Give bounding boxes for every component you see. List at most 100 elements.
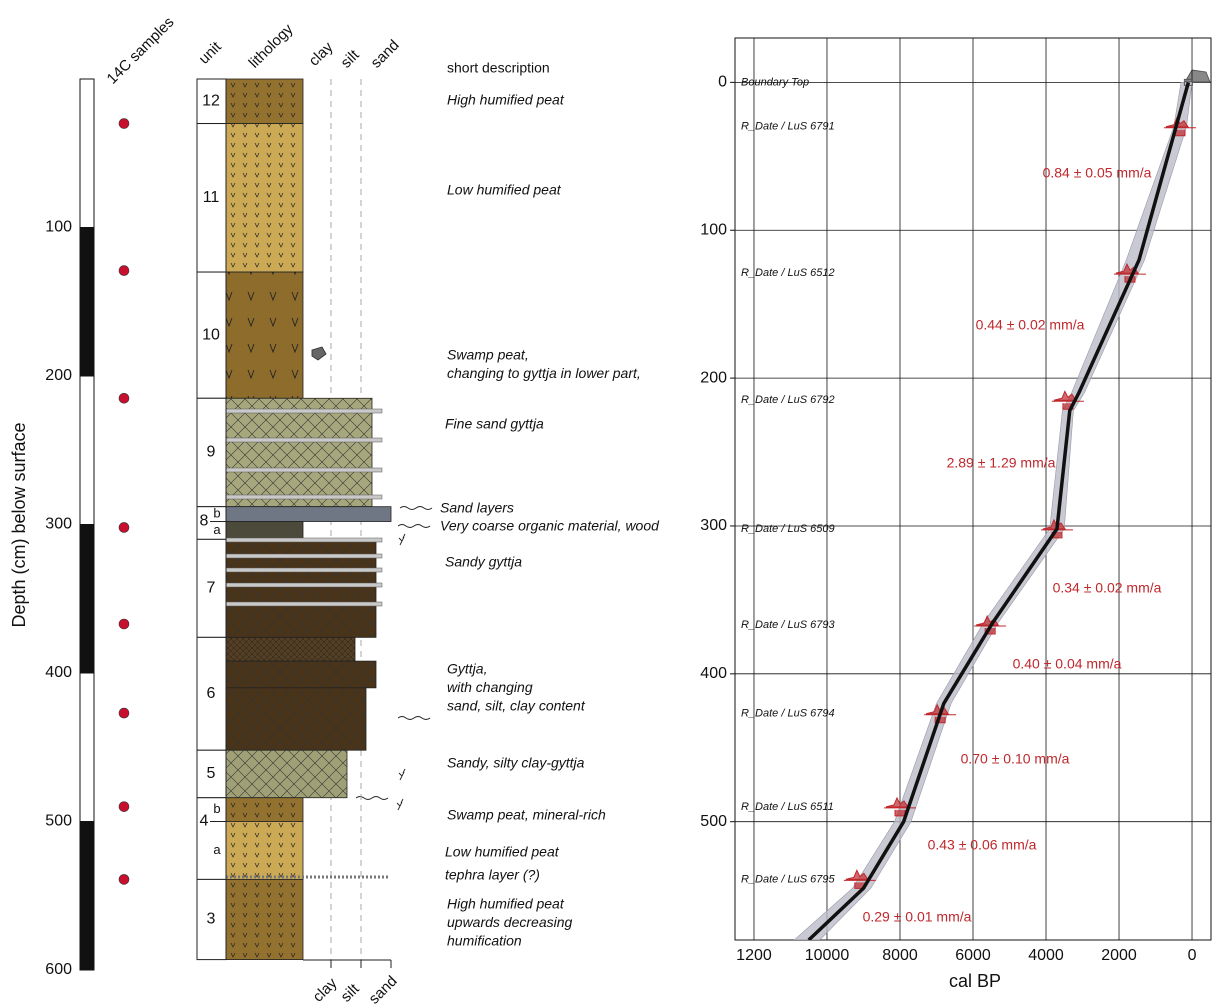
age-depth-line (809, 82, 1189, 940)
subunit-label: b (213, 506, 220, 521)
grain-footer: silt (338, 980, 364, 1006)
description: Low humified peat (445, 844, 560, 860)
y-tick-label: 300 (700, 517, 727, 534)
plot-area: Boundary Top R_Date / LuS 6791 R_Date / Lu… (741, 76, 1196, 940)
y-tick-label: 400 (700, 665, 727, 682)
x-tick-label: 2000 (1101, 947, 1137, 964)
sand-lamina (226, 495, 382, 499)
unit-label: 9 (207, 444, 216, 461)
sample-dot (119, 874, 129, 884)
boundary-label: Boundary Top (741, 76, 809, 88)
description: High humified peat (447, 92, 565, 108)
subunit-label: a (213, 522, 221, 537)
unit-label: 5 (207, 765, 216, 782)
rate-label: 0.70 ± 0.10 mm/a (961, 751, 1070, 767)
uncertainty-band (794, 82, 1192, 940)
x-axis-label: cal BP (949, 971, 1001, 991)
lithology-pattern (226, 822, 303, 880)
depth-bar-segment (80, 376, 94, 525)
lithology-layer (226, 522, 303, 540)
depth-bar-segment (80, 822, 94, 971)
sample-dot (119, 119, 129, 129)
x-tick-label: 1200 (736, 947, 772, 964)
unit-box (197, 798, 226, 880)
sand-lamina (226, 568, 382, 572)
date-label: R_Date / LuS 6512 (741, 267, 835, 279)
date-label: R_Date / LuS 6795 (741, 873, 835, 885)
depth-bar-segment (80, 525, 94, 674)
description: Sand layers (440, 500, 514, 516)
y-tick-label: 500 (700, 813, 727, 830)
date-label: R_Date / LuS 6791 (741, 121, 835, 133)
description: changing to gyttja in lower part, (447, 365, 641, 381)
lithology-pattern (226, 750, 347, 798)
sand-lamina (226, 602, 382, 606)
description: humification (447, 933, 522, 949)
y-tick-label: 500 (45, 813, 72, 830)
description: Sandy gyttja (445, 554, 522, 570)
y-tick-label: 200 (45, 367, 72, 384)
lithology-header: lithology (246, 20, 297, 71)
lithology-layer (226, 507, 391, 522)
lithology-pattern (226, 79, 303, 124)
lithology-pattern (226, 879, 303, 959)
grain-header: silt (338, 46, 364, 72)
unit-label: 8 (200, 513, 209, 530)
grain-header: clay (306, 38, 337, 69)
sample-dot (119, 266, 129, 276)
y-tick-label: 400 (45, 664, 72, 681)
y-tick-label: 0 (718, 74, 727, 91)
depth-bar-segment (80, 673, 94, 822)
description: Low humified peat (447, 182, 562, 198)
depth-bar-segment (80, 79, 94, 228)
sample-dot (119, 619, 129, 629)
sample-dot (119, 708, 129, 718)
sand-lamina (226, 438, 382, 442)
grain-header: sand (368, 37, 403, 72)
x-tick-label: 0 (1188, 947, 1197, 964)
lithology-pattern (226, 124, 303, 272)
sample-dot (119, 802, 129, 812)
date-label: R_Date / LuS 6792 (741, 394, 835, 406)
sand-lamina (226, 583, 382, 587)
unit-label: 4 (200, 813, 209, 830)
y-tick-label: 100 (45, 219, 72, 236)
description: Gyttja, (447, 661, 487, 677)
x-tick-label: 4000 (1028, 947, 1064, 964)
description: tephra layer (?) (445, 867, 540, 883)
unit-label: 11 (203, 189, 220, 206)
sand-lamina (226, 409, 382, 413)
lithology-pattern (226, 272, 303, 398)
samples-header: 14C samples (104, 14, 178, 88)
description: sand, silt, clay content (447, 698, 586, 714)
sand-lamina (226, 554, 382, 558)
description: Sandy, silty clay-gyttja (447, 755, 585, 771)
rate-label: 0.34 ± 0.02 mm/a (1053, 580, 1162, 596)
unit-label: 10 (202, 326, 220, 343)
rate-label: 0.29 ± 0.01 mm/a (863, 909, 972, 925)
sand-lamina (226, 538, 382, 542)
y-axis-label: Depth (cm) below surface (9, 422, 29, 627)
lithology-pattern (226, 637, 355, 661)
figure: 14C samples unit lithology clay silt san… (0, 0, 1212, 1007)
rate-label: 0.43 ± 0.06 mm/a (928, 837, 1037, 853)
date-label: R_Date / LuS 6511 (741, 801, 834, 813)
lithology-pattern (226, 688, 366, 750)
x-tick-label: 8000 (882, 947, 918, 964)
description-header: short description (447, 60, 550, 76)
rate-label: 2.89 ± 1.29 mm/a (947, 455, 1056, 471)
x-tick-label: 10000 (805, 947, 850, 964)
page: 14C samples unit lithology clay silt san… (0, 0, 1212, 1007)
rate-label: 0.44 ± 0.02 mm/a (976, 317, 1085, 333)
description: Very coarse organic material, wood (440, 518, 660, 534)
depth-bar-segment (80, 228, 94, 377)
description: with changing (447, 679, 533, 695)
y-tick-label: 600 (45, 961, 72, 978)
x-tick-label: 6000 (955, 947, 991, 964)
sample-dot (119, 393, 129, 403)
date-label: R_Date / LuS 6794 (741, 708, 835, 720)
lithology-pattern (226, 798, 303, 822)
y-tick-label: 300 (45, 516, 72, 533)
subunit-label: a (213, 842, 221, 857)
subunit-label: b (213, 801, 220, 816)
